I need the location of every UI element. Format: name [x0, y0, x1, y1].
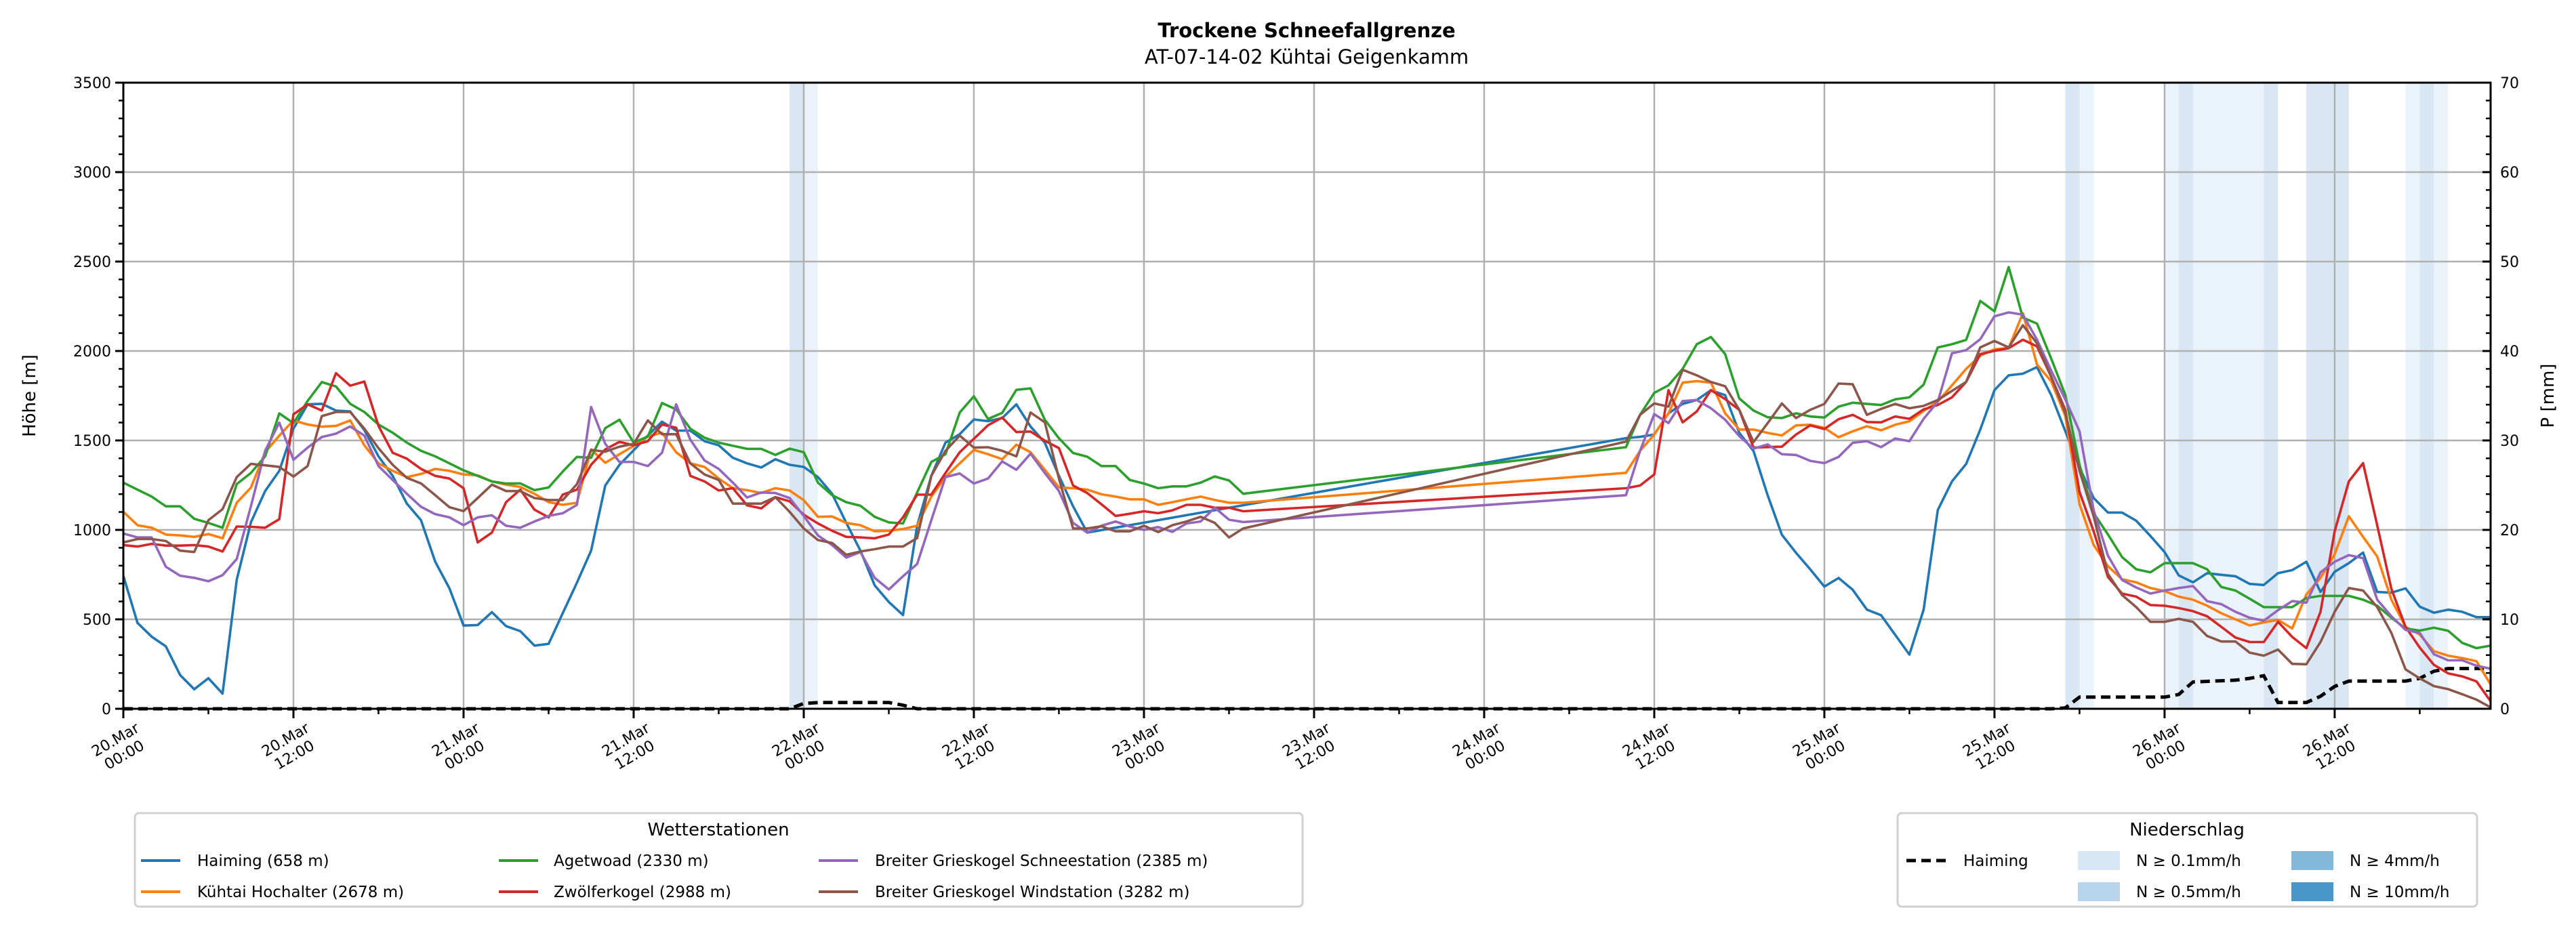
legend-precipitation: Niederschlag Haiming N ≥ 0.1mm/h N ≥ 0.5… — [1896, 812, 2478, 908]
y-right-tick-label: 0 — [2500, 701, 2510, 718]
legend-stations: Wetterstationen Haiming (658 m) Kühtai H… — [134, 812, 1304, 908]
plot-frame — [122, 81, 2492, 710]
y-tick-label: 500 — [83, 612, 111, 629]
legend-label: Haiming — [1963, 852, 2028, 870]
y-tick-label: 3000 — [73, 165, 111, 182]
chart-subtitle: AT-07-14-02 Kühtai Geigenkamm — [1145, 45, 1469, 68]
legend-label: Haiming (658 m) — [197, 852, 329, 870]
y-right-tick-label: 30 — [2500, 433, 2519, 450]
legend-title: Wetterstationen — [647, 820, 789, 840]
y-tick-label: 3500 — [73, 75, 111, 92]
legend-frame — [134, 812, 1304, 908]
precip-band — [2264, 83, 2278, 709]
series-lines — [122, 266, 2492, 709]
precip-band — [2434, 83, 2449, 709]
precip-band — [2419, 83, 2434, 709]
legend-swatch — [2078, 851, 2120, 870]
y-tick-label: 1000 — [73, 522, 111, 539]
axes: 0 500 1000 1500 2000 2500 3000 3500 0 10 20 30 40 50 6… — [73, 75, 2519, 774]
chart-title: Trockene Schneefallgrenze — [1158, 19, 1455, 42]
legend-swatch — [2291, 882, 2333, 901]
y-tick-label: 2500 — [73, 254, 111, 271]
y-axis-label: Höhe [m] — [20, 354, 40, 437]
y-right-tick-label: 40 — [2500, 344, 2519, 360]
legend-label: N ≥ 0.1mm/h — [2136, 852, 2241, 870]
legend-label: Breiter Grieskogel Schneestation (2385 m… — [875, 852, 1208, 870]
legend-label: Breiter Grieskogel Windstation (3282 m) — [875, 884, 1190, 901]
series-line-3 — [123, 338, 2492, 702]
y-axis-right-label: P [mm] — [2538, 364, 2558, 428]
y-right-tick-label: 60 — [2500, 165, 2519, 182]
precip-band — [2306, 83, 2349, 709]
series-line-5 — [123, 324, 2491, 709]
y-right-tick-label: 20 — [2500, 522, 2519, 539]
precip-band — [2164, 83, 2179, 709]
precip-band — [803, 83, 818, 709]
y-tick-label: 2000 — [73, 344, 111, 360]
y-right-tick-label: 10 — [2500, 612, 2519, 629]
precip-band — [790, 83, 804, 709]
legend-label: N ≥ 0.5mm/h — [2136, 884, 2241, 901]
series-line-2 — [123, 266, 2491, 650]
legend-label: Zwölferkogel (2988 m) — [554, 884, 731, 901]
legend-swatch — [2291, 851, 2333, 870]
precip-band — [2405, 83, 2420, 709]
series-line-1 — [122, 312, 2492, 686]
precip-band — [2079, 83, 2094, 709]
precip-line-haiming — [123, 667, 2491, 711]
legend-label: Kühtai Hochalter (2678 m) — [197, 884, 404, 901]
precip-band — [2178, 83, 2193, 709]
series-line-4 — [123, 311, 2491, 670]
precip-line-group — [123, 667, 2491, 711]
legend-label: N ≥ 10mm/h — [2350, 884, 2450, 901]
series-line-0 — [122, 365, 2491, 695]
y-tick-label: 0 — [102, 701, 111, 718]
y-right-tick-label: 50 — [2500, 254, 2519, 271]
legend-swatch — [2078, 882, 2120, 901]
y-tick-label: 1500 — [73, 433, 111, 450]
y-right-tick-label: 70 — [2500, 75, 2519, 92]
legend-label: N ≥ 4mm/h — [2350, 852, 2440, 870]
legend-title: Niederschlag — [2129, 820, 2245, 840]
legend-label: Agetwoad (2330 m) — [554, 852, 709, 870]
precip-band — [2065, 83, 2080, 709]
